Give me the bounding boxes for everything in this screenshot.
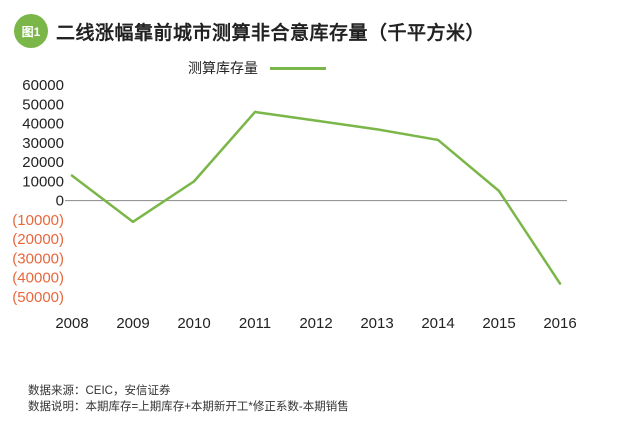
- data-point: [314, 119, 318, 122]
- x-tick-label: 2013: [360, 315, 393, 332]
- data-point: [558, 282, 562, 285]
- y-tick-label: 0: [56, 193, 64, 210]
- chart-header: 图1 二线涨幅靠前城市测算非合意库存量（千平方米）: [14, 14, 485, 48]
- y-tick-label: 20000: [22, 154, 64, 171]
- x-tick-label: 2008: [55, 315, 88, 332]
- x-tick-label: 2011: [239, 315, 271, 332]
- data-point: [192, 180, 196, 183]
- y-tick-label: (50000): [12, 289, 64, 306]
- data-point: [70, 174, 74, 177]
- y-tick-label: (10000): [12, 212, 64, 229]
- x-tick-label: 2016: [543, 315, 576, 332]
- legend-label: 测算库存量: [188, 60, 258, 76]
- x-tick-label: 2014: [421, 315, 454, 332]
- y-tick-label: 10000: [22, 173, 64, 190]
- data-note: 数据说明：本期库存=上期库存+本期新开工*修正系数-本期销售: [28, 401, 349, 413]
- x-tick-label: 2010: [177, 315, 210, 332]
- source-note: 数据来源：CEIC，安信证券: [28, 385, 171, 397]
- y-tick-label: (40000): [12, 270, 64, 287]
- x-tick-label: 2009: [116, 315, 149, 332]
- y-tick-label: 30000: [22, 135, 64, 152]
- data-point: [436, 138, 440, 142]
- y-tick-label: 60000: [22, 77, 64, 94]
- legend-line-swatch: [270, 66, 326, 70]
- figure-badge: 图1: [14, 14, 48, 48]
- data-point: [131, 220, 135, 224]
- chart-title: 二线涨幅靠前城市测算非合意库存量（千平方米）: [56, 22, 486, 44]
- y-tick-label: 50000: [22, 96, 64, 113]
- series-line: [70, 110, 562, 285]
- legend: 测算库存量: [188, 58, 326, 78]
- y-tick-label: 40000: [22, 116, 64, 133]
- data-point: [497, 189, 501, 193]
- data-point: [375, 128, 379, 131]
- y-tick-label: (30000): [12, 250, 64, 267]
- x-tick-label: 2012: [299, 315, 332, 332]
- data-point: [253, 110, 257, 114]
- x-tick-label: 2015: [482, 315, 515, 332]
- y-tick-label: (20000): [12, 231, 64, 248]
- footnotes: 数据来源：CEIC，安信证券 数据说明：本期库存=上期库存+本期新开工*修正系数…: [28, 383, 349, 415]
